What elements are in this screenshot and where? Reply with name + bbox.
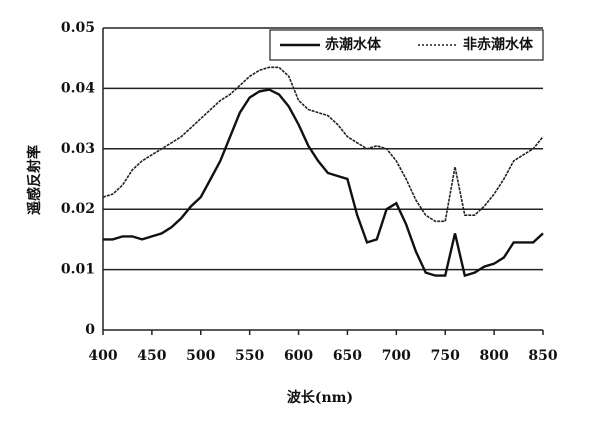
x-tick-label: 500	[186, 348, 215, 364]
y-axis-label: 遥感反射率	[26, 145, 43, 215]
legend-label: 非赤潮水体	[463, 36, 534, 53]
x-tick-label: 650	[333, 348, 362, 364]
x-tick-label: 400	[88, 348, 117, 364]
x-axis-label: 波长(nm)	[287, 389, 353, 406]
x-tick-label: 450	[137, 348, 166, 364]
y-tick-label: 0	[85, 322, 95, 338]
y-tick-label: 0.01	[61, 262, 95, 278]
y-tick-label: 0.02	[61, 201, 95, 217]
x-tick-label: 600	[284, 348, 313, 364]
x-tick-label: 550	[235, 348, 264, 364]
line-series	[102, 66, 544, 223]
x-tick-label: 750	[431, 348, 460, 364]
y-tick-label: 0.04	[61, 80, 95, 96]
line-series	[103, 88, 544, 278]
x-tick-label: 800	[479, 348, 508, 364]
x-tick-label: 700	[382, 348, 411, 364]
x-tick-label: 850	[528, 348, 557, 364]
y-tick-label: 0.05	[61, 20, 95, 36]
legend-label: 赤潮水体	[325, 36, 382, 53]
y-tick-label: 0.03	[61, 141, 95, 157]
